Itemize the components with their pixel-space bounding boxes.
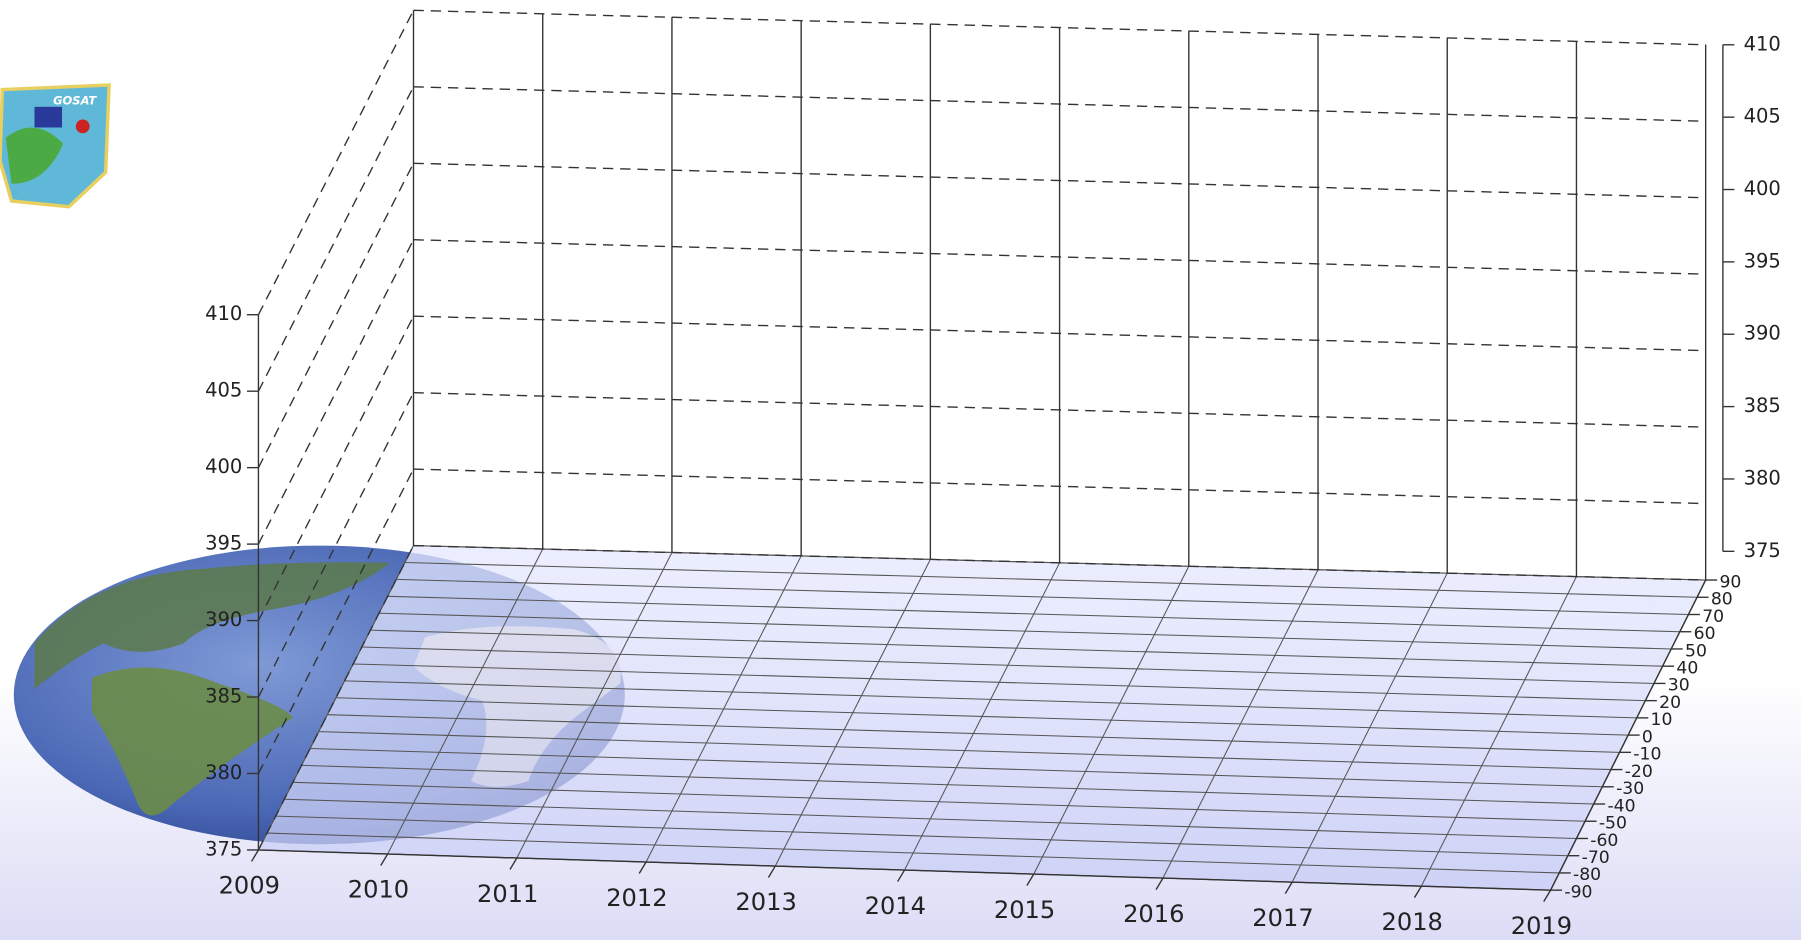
plot: GOSAT -90-80-70-60-50-40-30-20-100102030… xyxy=(0,9,1781,940)
back-wall-line xyxy=(413,162,1706,199)
y-tick-label: 390 xyxy=(205,608,242,631)
y2-tick-label: 385 xyxy=(1744,394,1781,417)
side-wall-line xyxy=(257,545,415,851)
back-wall-line xyxy=(413,239,1706,275)
x-tick xyxy=(638,861,647,874)
x-tick-label: 2017 xyxy=(1252,904,1313,932)
floor-year-line xyxy=(1033,566,1190,875)
z-tick-label: -40 xyxy=(1607,796,1635,816)
y-tick-label: 405 xyxy=(205,379,242,402)
floor-year-line xyxy=(1291,572,1448,883)
x-tick-label: 2011 xyxy=(477,880,538,908)
x-tick-label: 2013 xyxy=(735,888,796,916)
back-wall-line xyxy=(413,86,1706,122)
x-tick-label: 2016 xyxy=(1123,900,1184,928)
y2-tick-label: 410 xyxy=(1744,32,1781,55)
x-tick-label: 2014 xyxy=(865,892,926,920)
side-wall-line xyxy=(257,392,415,698)
y2-tick-label: 395 xyxy=(1744,249,1781,272)
x-tick xyxy=(1543,889,1552,903)
z-tick-label: -80 xyxy=(1573,865,1601,885)
y2-tick-label: 405 xyxy=(1744,105,1781,128)
side-wall-line xyxy=(257,10,415,316)
x-tick-label: 2015 xyxy=(994,896,1055,924)
back-wall-line xyxy=(413,544,1706,581)
z-tick-label: -10 xyxy=(1633,745,1661,765)
z-tick-label: 70 xyxy=(1702,607,1724,627)
z-tick-label: 20 xyxy=(1659,693,1681,713)
z-tick-label: -50 xyxy=(1599,814,1627,834)
x-tick xyxy=(1413,885,1422,898)
side-wall-line xyxy=(257,315,415,621)
floor-year-line xyxy=(904,562,1061,871)
x-tick xyxy=(509,857,518,870)
x-tick-label: 2018 xyxy=(1382,908,1443,936)
back-wall-line xyxy=(413,468,1706,505)
z-tick-label: 60 xyxy=(1694,624,1716,644)
z-tick-label: 30 xyxy=(1668,676,1690,696)
floor-year-line xyxy=(516,552,673,859)
y-tick-label: 375 xyxy=(205,837,242,860)
y2-tick-label: 400 xyxy=(1744,177,1781,200)
floor-year-line xyxy=(387,548,544,855)
x-tick xyxy=(1284,881,1293,894)
z-tick-label: -20 xyxy=(1625,762,1653,782)
back-wall-line xyxy=(413,315,1706,352)
z-tick-label: -30 xyxy=(1616,779,1644,799)
z-tick-label: 40 xyxy=(1676,658,1698,678)
y-tick-label: 410 xyxy=(205,302,242,325)
y-tick-label: 395 xyxy=(205,532,242,555)
logo: GOSAT xyxy=(0,83,111,209)
y-tick-label: 380 xyxy=(205,761,242,784)
z-tick-label: -70 xyxy=(1582,848,1610,868)
back-wall-line xyxy=(413,9,1706,46)
axes: -90-80-70-60-50-40-30-20-100102030405060… xyxy=(205,9,1781,940)
x-axis xyxy=(258,849,1551,891)
y2-tick-label: 380 xyxy=(1744,466,1781,489)
x-tick-label: 2012 xyxy=(606,884,667,912)
y-tick-label: 400 xyxy=(205,455,242,478)
side-wall-line xyxy=(257,86,415,392)
z-tick-label: 80 xyxy=(1711,590,1733,610)
z-tick-label: 50 xyxy=(1685,641,1707,661)
logo-text: GOSAT xyxy=(53,94,97,108)
z-tick-label: -60 xyxy=(1590,831,1618,851)
z-tick-label: 90 xyxy=(1719,572,1741,592)
z-axis xyxy=(1549,579,1707,891)
z-tick-label: 10 xyxy=(1651,710,1673,730)
y2-tick-label: 375 xyxy=(1744,539,1781,562)
x-tick xyxy=(1026,873,1035,886)
y2-tick-label: 390 xyxy=(1744,322,1781,345)
x-tick-label: 2009 xyxy=(219,872,280,900)
z-tick-label: 0 xyxy=(1642,727,1653,747)
y-tick-label: 385 xyxy=(205,685,242,708)
x-tick xyxy=(380,853,389,866)
floor xyxy=(257,545,1707,891)
side-wall-line xyxy=(257,239,415,545)
floor-year-line xyxy=(774,559,931,867)
x-tick xyxy=(897,869,906,882)
side-wall-line xyxy=(257,162,415,468)
floor-year-line xyxy=(1162,569,1319,879)
floor-year-line xyxy=(645,555,802,863)
x-tick-label: 2019 xyxy=(1511,912,1572,940)
side-wall-line xyxy=(257,468,415,774)
x-tick-label: 2010 xyxy=(348,876,409,904)
x-tick xyxy=(1155,877,1164,890)
floor-year-line xyxy=(1420,576,1577,887)
z-tick-label: -90 xyxy=(1564,882,1592,902)
x-tick xyxy=(767,865,776,878)
x-tick xyxy=(250,849,260,862)
back-wall-line xyxy=(413,391,1706,428)
